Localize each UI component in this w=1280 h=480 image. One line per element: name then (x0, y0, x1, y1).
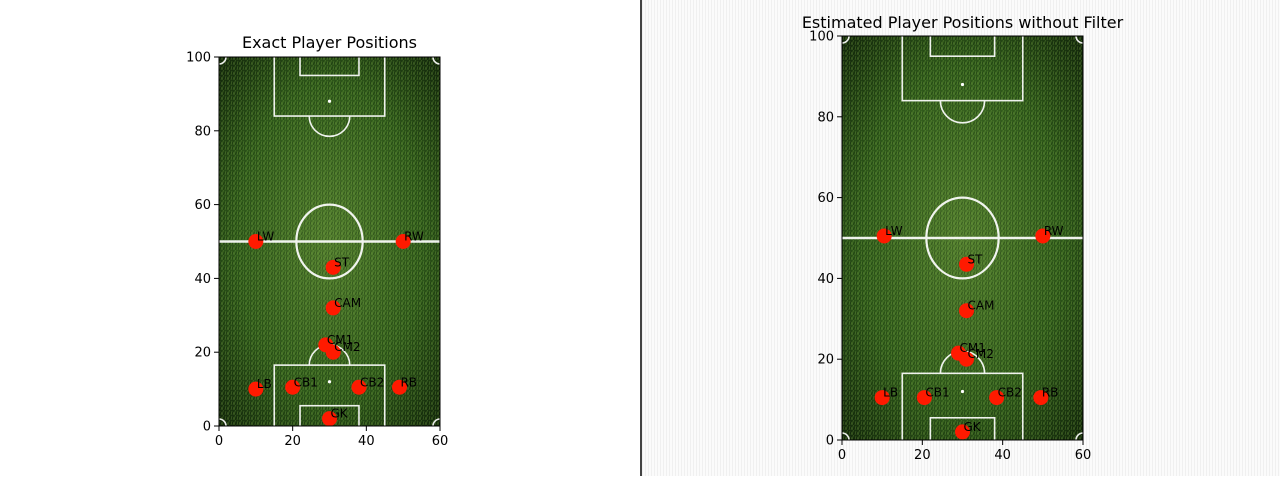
player-label-st: ST (968, 252, 984, 266)
center-circle (295, 203, 364, 280)
y-tick-label: 0 (826, 434, 834, 449)
left-figure-panel: LW RW ST CAM CM1 CM2 LB CB1 CB2 RB GK 0 20 40 60 0 20 40 6… (0, 0, 640, 476)
player-point-rw (395, 234, 411, 249)
player-point-cb1 (916, 390, 932, 406)
player-point-cm2 (325, 344, 341, 360)
bottom-goal-box (929, 416, 996, 440)
player-point-cam (325, 300, 341, 316)
y-tick-label: 20 (817, 353, 834, 368)
player-point-rb (1033, 390, 1049, 406)
top-goal-box (929, 36, 996, 57)
player-label-lw: LW (885, 224, 903, 238)
player-point-cb2 (989, 390, 1005, 406)
player-point-cb2 (351, 379, 367, 395)
x-tick-label: 20 (284, 434, 301, 449)
chart-title: Estimated Player Positions without Filte… (802, 13, 1124, 32)
player-label-gk: GK (331, 407, 349, 421)
player-point-rb (391, 379, 407, 395)
top-penalty-box (273, 57, 386, 117)
center-circle (925, 196, 1000, 280)
player-point-rw (1035, 228, 1051, 244)
top-penalty-spot (327, 99, 332, 103)
top-penalty-box (901, 36, 1024, 102)
player-point-st (325, 259, 341, 275)
top-goal-box (299, 57, 360, 77)
player-point-cm2 (959, 351, 975, 367)
x-tick-label: 0 (838, 448, 846, 463)
x-tick-label: 60 (432, 434, 449, 449)
y-tick-label: 40 (817, 272, 834, 287)
top-penalty-arc (308, 116, 351, 137)
player-point-lb (874, 390, 890, 406)
y-tick-label: 100 (809, 30, 834, 45)
y-tick-label: 80 (194, 124, 211, 139)
player-label-gk: GK (964, 420, 982, 434)
player-label-cb2: CB2 (998, 386, 1022, 400)
player-label-lb: LB (883, 386, 898, 400)
player-point-lw (248, 234, 264, 249)
y-tick-label: 20 (194, 346, 211, 361)
bottom-penalty-box (273, 364, 386, 426)
player-label-lb: LB (257, 377, 272, 391)
player-point-lb (248, 381, 264, 397)
chart-title: Exact Player Positions (242, 33, 417, 52)
player-point-cam (959, 303, 975, 319)
player-label-cam: CAM (334, 296, 361, 310)
player-label-cb1: CB1 (925, 386, 949, 400)
player-label-cm1: CM1 (327, 333, 353, 347)
panel-divider[interactable] (640, 0, 642, 476)
player-label-rb: RB (1042, 386, 1059, 400)
player-label-cm1: CM1 (959, 341, 985, 355)
axes-frame (218, 56, 441, 427)
player-point-cb1 (285, 379, 301, 395)
right-figure-panel: LW RW ST CAM CM1 CM2 LB CB1 CB2 RB GK 0 20 40 60 0 20 40 6… (642, 0, 1280, 476)
player-label-cb1: CB1 (294, 375, 318, 389)
player-label-st: ST (334, 255, 350, 269)
player-label-cam: CAM (968, 299, 995, 313)
top-penalty-spot (960, 82, 965, 87)
y-tick-label: 80 (817, 110, 834, 125)
bottom-goal-box (299, 404, 360, 426)
y-tick-label: 60 (194, 198, 211, 213)
bottom-penalty-box (901, 372, 1024, 440)
player-point-st (959, 256, 975, 272)
player-label-rw: RW (1044, 224, 1064, 238)
player-label-rw: RW (404, 230, 424, 244)
player-label-cm2: CM2 (334, 340, 360, 354)
player-point-gk (955, 424, 970, 440)
player-point-lw (876, 228, 892, 244)
top-penalty-arc (939, 100, 986, 124)
y-tick-label: 0 (203, 420, 211, 435)
x-tick-label: 0 (215, 434, 223, 449)
x-tick-label: 40 (358, 434, 375, 449)
y-tick-label: 100 (186, 51, 211, 66)
player-label-rb: RB (400, 375, 417, 389)
player-label-cb2: CB2 (360, 375, 384, 389)
x-tick-label: 60 (1075, 448, 1092, 463)
player-label-lw: LW (257, 230, 275, 244)
axes-frame (841, 35, 1084, 441)
y-tick-label: 40 (194, 272, 211, 287)
player-point-gk (322, 411, 337, 427)
x-tick-label: 40 (994, 448, 1011, 463)
y-tick-label: 60 (817, 191, 834, 206)
player-label-cm2: CM2 (968, 347, 994, 361)
bottom-penalty-spot (960, 389, 965, 394)
bottom-penalty-spot (327, 380, 332, 384)
x-tick-label: 20 (914, 448, 931, 463)
